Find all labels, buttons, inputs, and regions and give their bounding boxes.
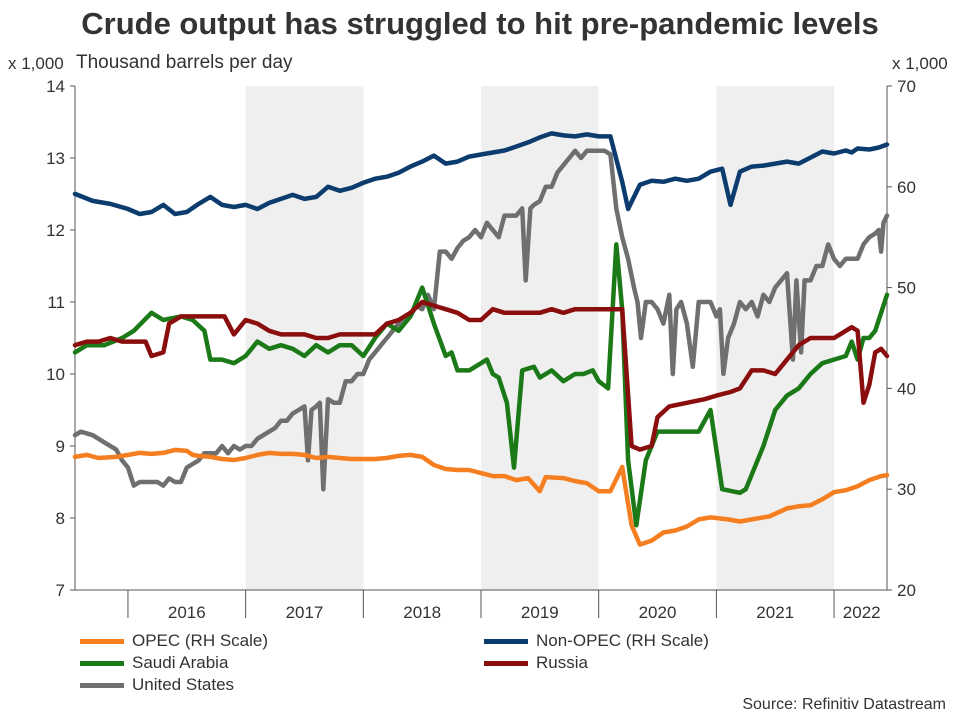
series-line-united-states (72, 148, 890, 492)
legend-label-russia: Russia (536, 653, 588, 672)
legend-item-saudi-arabia: Saudi Arabia (80, 652, 380, 674)
right-tick-label: 50 (897, 279, 916, 298)
x-tick-label-2017: 2017 (286, 603, 324, 622)
series-lines (72, 131, 890, 547)
series-line-non-opec-rh-scale (72, 131, 890, 217)
shaded-band-1 (481, 86, 599, 590)
left-tick-label: 13 (46, 149, 65, 168)
left-tick-label: 10 (46, 365, 65, 384)
legend-item-non-opec: Non-OPEC (RH Scale) (484, 630, 784, 652)
x-tick-label-2021: 2021 (756, 603, 794, 622)
legend-item-united-states: United States (80, 674, 380, 696)
right-tick-label: 30 (897, 480, 916, 499)
right-tick-label: 40 (897, 379, 916, 398)
x-tick-label-2016: 2016 (168, 603, 206, 622)
shaded-band-0 (245, 86, 364, 590)
right-tick-label: 70 (897, 77, 916, 96)
x-tick-label-2022: 2022 (843, 603, 881, 622)
chart-subtitle: Thousand barrels per day (76, 52, 293, 73)
legend-swatch-russia (484, 661, 528, 666)
chart-title: Crude output has struggled to hit pre-pa… (81, 6, 879, 41)
left-tick-label: 8 (56, 509, 65, 528)
left-axis-unit: x 1,000 (8, 54, 64, 73)
legend-label-united-states: United States (132, 675, 235, 694)
series-line-opec-rh-scale (72, 447, 890, 547)
left-tick-label: 14 (46, 77, 65, 96)
source-note: Source: Refinitiv Datastream (742, 696, 946, 713)
left-tick-label: 7 (56, 581, 65, 600)
axes (70, 85, 892, 618)
legend-label-saudi-arabia: Saudi Arabia (132, 653, 229, 672)
right-tick-label: 60 (897, 178, 916, 197)
left-tick-label: 9 (56, 437, 65, 456)
legend-swatch-saudi-arabia (80, 661, 124, 666)
legend-label-opec: OPEC (RH Scale) (132, 631, 269, 650)
legend-swatch-non-opec (484, 639, 528, 644)
left-tick-label: 12 (46, 221, 65, 240)
x-tick-label-2019: 2019 (521, 603, 559, 622)
legend-item-russia: Russia (484, 652, 784, 674)
x-tick-label-2018: 2018 (403, 603, 441, 622)
legend-swatch-opec (80, 639, 124, 644)
right-axis-unit: x 1,000 (892, 54, 948, 73)
legend-label-non-opec: Non-OPEC (RH Scale) (536, 631, 709, 650)
x-tick-label-2020: 2020 (639, 603, 677, 622)
right-tick-label: 20 (897, 581, 916, 600)
series-line-russia (72, 299, 890, 452)
series-line-saudi-arabia (72, 242, 890, 528)
legend-swatch-united-states (80, 683, 124, 688)
legend-item-opec: OPEC (RH Scale) (80, 630, 380, 652)
tick-labels: 7 8 9 10 11 12 13 14 20 30 40 50 60 70 2016 2017 2018 201… (46, 77, 916, 622)
left-tick-label: 11 (47, 293, 65, 312)
